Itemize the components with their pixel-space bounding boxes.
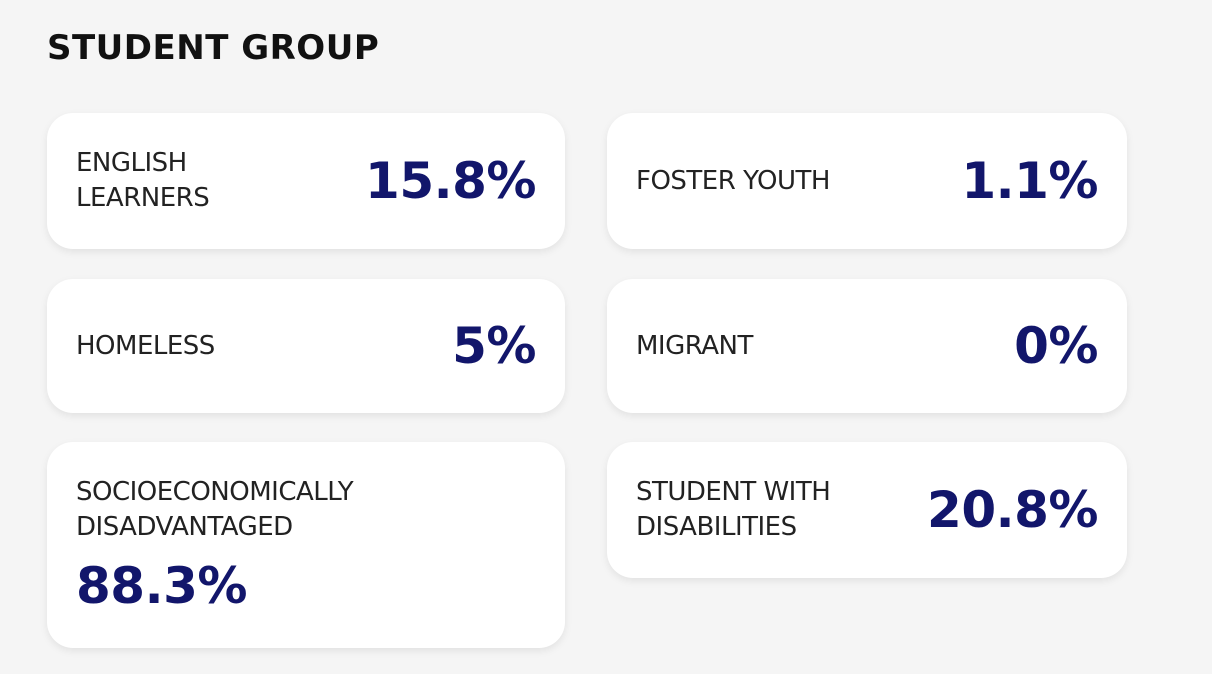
card-label: ENGLISH LEARNERS [76,148,210,213]
card-label: SOCIOECONOMICALLY DISADVANTAGED [76,477,354,542]
card-value: 20.8% [927,481,1098,539]
card-label: MIGRANT [636,330,753,361]
card-students-with-disabilities: STUDENT WITH DISABILITIES 20.8% [607,442,1127,578]
page-title: STUDENT GROUP [47,28,380,68]
card-english-learners: ENGLISH LEARNERS 15.8% [47,113,565,249]
card-migrant: MIGRANT 0% [607,279,1127,413]
card-label: HOMELESS [76,330,215,361]
card-label: FOSTER YOUTH [636,165,830,196]
card-value: 0% [1014,317,1098,375]
card-socioeconomically-disadvantaged: SOCIOECONOMICALLY DISADVANTAGED 88.3% [47,442,565,648]
card-label: STUDENT WITH DISABILITIES [636,477,831,542]
card-foster-youth: FOSTER YOUTH 1.1% [607,113,1127,249]
card-value: 1.1% [961,152,1098,210]
card-value: 15.8% [365,152,536,210]
card-value: 88.3% [76,557,247,615]
card-homeless: HOMELESS 5% [47,279,565,413]
card-value: 5% [452,317,536,375]
